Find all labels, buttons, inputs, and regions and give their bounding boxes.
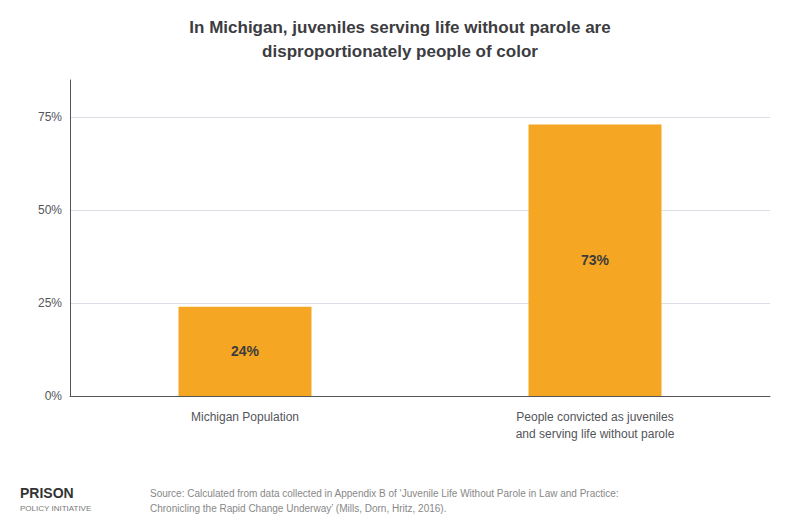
svg-text:POLICY INITIATIVE: POLICY INITIATIVE (20, 504, 91, 513)
svg-text:73%: 73% (581, 252, 610, 268)
svg-text:disproportionately people of c: disproportionately people of color (262, 42, 538, 61)
svg-text:and serving life without parol: and serving life without parole (516, 427, 675, 441)
svg-text:24%: 24% (231, 343, 260, 359)
svg-text:50%: 50% (38, 203, 62, 217)
svg-text:Source: Calculated from data c: Source: Calculated from data collected i… (150, 488, 619, 499)
svg-text:0%: 0% (45, 389, 63, 403)
svg-text:In Michigan, juveniles serving: In Michigan, juveniles serving life with… (189, 18, 610, 37)
svg-text:25%: 25% (38, 296, 62, 310)
svg-text:People convicted as juveniles: People convicted as juveniles (516, 410, 673, 424)
svg-text:75%: 75% (38, 110, 62, 124)
svg-text:Michigan Population: Michigan Population (191, 410, 299, 424)
svg-text:Chronicling the Rapid Change U: Chronicling the Rapid Change Underway’ (… (150, 503, 446, 514)
svg-text:PRISON: PRISON (20, 485, 74, 501)
